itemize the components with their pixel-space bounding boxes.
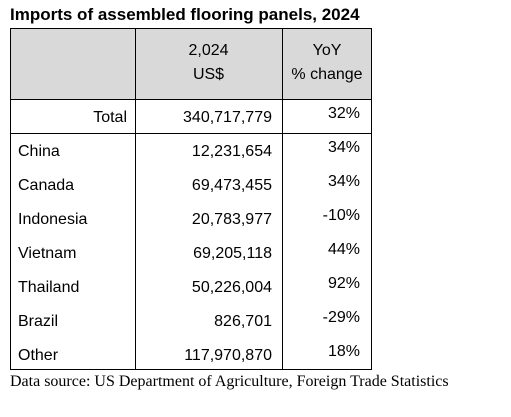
header-shading [10, 28, 372, 99]
table-row-change: 18% [327, 343, 360, 360]
table-row-change: 32% [327, 105, 360, 122]
table-row-change: 44% [327, 241, 360, 258]
table-row-value: 69,205,118 [193, 245, 272, 262]
table-row-change: -29% [322, 309, 360, 326]
table-row-value: 69,473,455 [191, 177, 272, 194]
column-header-line1: 2,024 [188, 42, 229, 59]
column-header-line1: YoY [312, 42, 342, 59]
column-border [10, 28, 11, 370]
table-title: Imports of assembled flooring panels, 20… [10, 5, 360, 24]
table-row-value: 340,717,779 [183, 109, 272, 126]
table-row-label: Canada [18, 177, 75, 194]
row-border [10, 28, 372, 29]
column-border [135, 28, 136, 370]
table-row-change: 92% [327, 275, 360, 292]
row-border [10, 369, 372, 370]
table-row-label: China [18, 143, 60, 160]
column-border [371, 28, 372, 370]
table-row-value: 20,783,977 [191, 211, 272, 228]
table-row-change: -10% [322, 207, 360, 224]
table-row-label: Brazil [18, 313, 59, 330]
imports-table: 2,024 US$ YoY % change Total 340,717,779 32% Ch… [10, 28, 372, 370]
table-row-value: 12,231,654 [191, 143, 272, 160]
table-row-value: 117,970,870 [184, 347, 272, 364]
table-row-label: Indonesia [18, 211, 88, 228]
data-source-note: Data source: US Department of Agricultur… [10, 373, 449, 390]
table-row-label: Total [93, 109, 127, 126]
column-header-line2: US$ [192, 66, 225, 83]
table-row-label: Vietnam [18, 245, 77, 262]
row-border [10, 133, 372, 134]
table-row-value: 826,701 [214, 313, 272, 330]
table-row-change: 34% [327, 173, 360, 190]
table-row-label: Other [18, 347, 59, 364]
column-header-line2: % change [291, 66, 363, 83]
row-border [10, 99, 372, 100]
table-row-label: Thailand [18, 279, 80, 296]
column-border [282, 28, 283, 370]
table-row-value: 50,226,004 [191, 279, 272, 296]
table-row-change: 34% [327, 139, 360, 156]
